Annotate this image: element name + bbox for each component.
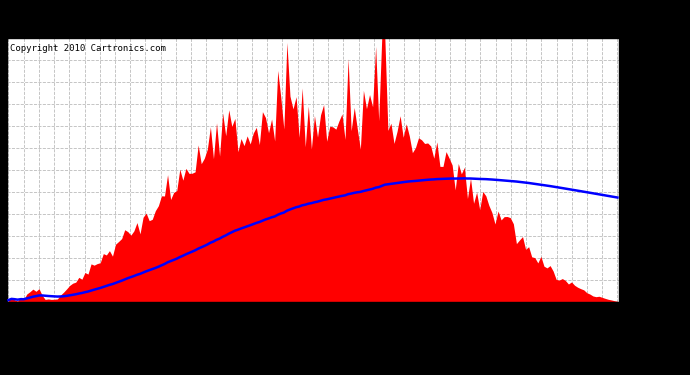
Text: Copyright 2010 Cartronics.com: Copyright 2010 Cartronics.com — [10, 44, 166, 53]
Text: Total PV Panel Power & Running Average Power (watts) Mon Jun 7 20:00: Total PV Panel Power & Running Average P… — [5, 8, 685, 27]
